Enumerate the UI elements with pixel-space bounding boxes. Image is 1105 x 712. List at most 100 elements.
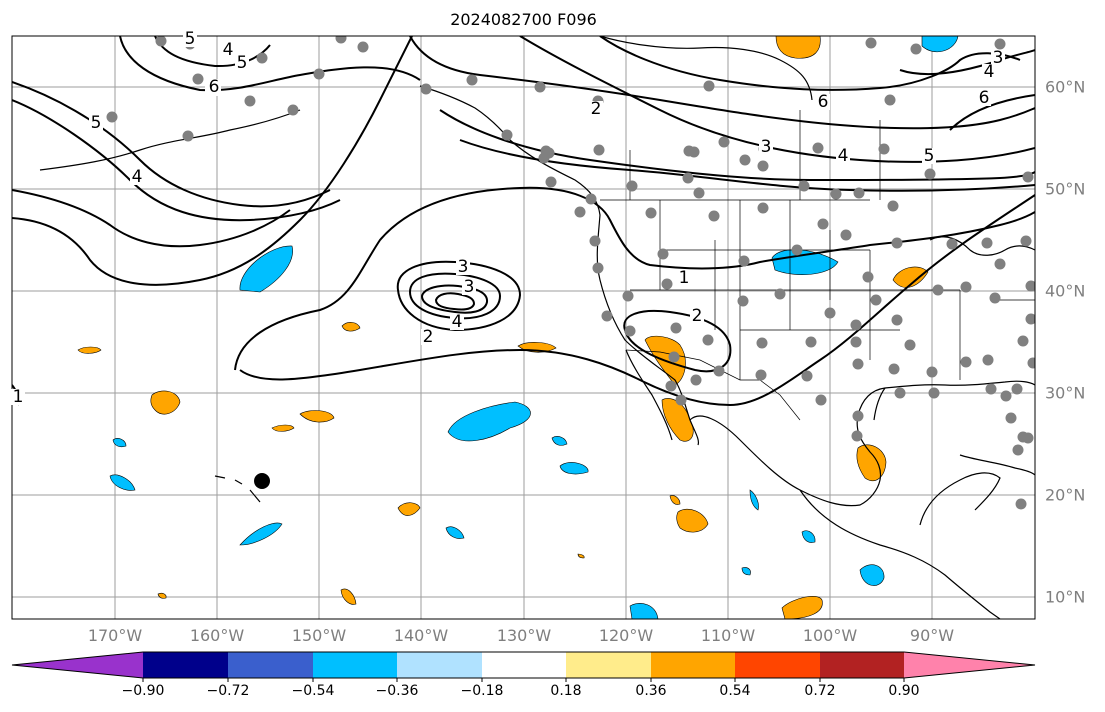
station-dot <box>708 210 720 222</box>
station-dot <box>670 322 682 334</box>
station-dot <box>244 95 256 107</box>
station-dot <box>256 52 268 64</box>
station-dot <box>1015 498 1027 510</box>
station-dot <box>420 83 432 95</box>
shaded-region <box>741 567 751 576</box>
contour-label-background <box>922 148 936 164</box>
station-dot <box>774 288 786 300</box>
contour-label-background <box>690 308 704 324</box>
contour-label: 2 <box>423 327 434 347</box>
station-dot <box>693 187 705 199</box>
coastlines <box>39 36 1035 619</box>
contour-line <box>409 36 1035 130</box>
colorbar-tick-label: 0.18 <box>550 683 582 699</box>
shaded-region <box>921 36 959 53</box>
coastline-gulf <box>873 387 886 421</box>
lon-label: 160°W <box>189 626 245 645</box>
station-dot <box>801 370 813 382</box>
station-dot <box>738 255 750 267</box>
shaded-region <box>892 266 929 288</box>
coastline-baja <box>625 349 673 441</box>
station-dot <box>622 290 634 302</box>
lon-label: 110°W <box>700 626 756 645</box>
coastline-hawaii <box>214 475 261 503</box>
station-dot <box>661 278 673 290</box>
shaded-region <box>109 474 136 491</box>
colorbar-segment <box>482 652 566 678</box>
station-dot <box>878 143 890 155</box>
shaded-region <box>661 398 694 442</box>
contour-label-background <box>11 389 25 405</box>
colorbar-segment <box>820 652 904 678</box>
contour-line <box>396 260 522 332</box>
shaded-region <box>859 564 885 586</box>
contour-line <box>599 36 1021 91</box>
contour-label-background <box>759 139 773 155</box>
contour-line <box>420 284 489 314</box>
contour-label: 6 <box>818 92 829 112</box>
coastline-yucatan <box>919 472 1001 526</box>
station-dot <box>1005 412 1017 424</box>
shaded-region <box>856 444 887 482</box>
contour-label: 4 <box>452 312 463 332</box>
station-dot <box>891 314 903 326</box>
map-title: 2024082700 F096 <box>450 10 597 29</box>
shaded-region <box>629 603 659 619</box>
contour-label: 2 <box>591 99 602 119</box>
contour-line <box>949 94 1035 131</box>
contour-label: 3 <box>458 257 469 277</box>
station-dot <box>815 394 827 406</box>
station-dot <box>357 41 369 53</box>
station-dot <box>853 187 865 199</box>
lat-label: 30°N <box>1045 383 1086 403</box>
contour-line <box>12 99 341 222</box>
contour-label-background <box>130 169 144 185</box>
point-marker <box>254 473 270 489</box>
contour-label-background <box>235 55 249 71</box>
shaded-region <box>239 522 283 546</box>
station-dot <box>894 387 906 399</box>
contour-label: 4 <box>838 146 849 166</box>
colorbar-extend-max <box>904 652 1035 678</box>
lon-label: 90°W <box>909 626 955 645</box>
contour-label: 6 <box>209 77 220 97</box>
station-dot <box>739 154 751 166</box>
shaded-region <box>271 424 295 432</box>
shaded-region <box>112 438 127 448</box>
contour-label: 5 <box>91 113 102 133</box>
station-dot <box>501 129 513 141</box>
station-dot <box>155 36 167 47</box>
station-dot <box>755 369 767 381</box>
contour-lines <box>12 36 1035 407</box>
shaded-region <box>577 553 585 559</box>
shaded-region <box>340 588 357 605</box>
contour-label: 5 <box>185 29 196 49</box>
station-dot <box>757 202 769 214</box>
contour-label-background <box>207 79 221 95</box>
contour-line <box>119 36 421 92</box>
station-dot <box>624 325 636 337</box>
colorbar-tick-label: −0.72 <box>206 683 250 699</box>
station-dot <box>840 229 852 241</box>
station-dot <box>545 176 557 188</box>
colorbar-segment <box>228 652 313 678</box>
coastline-hudson <box>599 36 813 101</box>
contour-line <box>12 81 331 208</box>
contour-label-background <box>221 42 235 58</box>
station-dot <box>466 74 478 86</box>
contour-line <box>623 309 732 373</box>
station-dot <box>574 206 586 218</box>
coastline-greatlakes <box>929 236 1035 256</box>
colorbar-segment <box>143 652 228 678</box>
station-dot <box>192 73 204 85</box>
station-dot <box>884 94 896 106</box>
station-dot <box>994 38 1006 50</box>
contour-label: 5 <box>237 53 248 73</box>
station-dot <box>904 339 916 351</box>
station-dot <box>798 180 810 192</box>
station-dot <box>1012 444 1024 456</box>
station-dot <box>737 295 749 307</box>
station-dot <box>592 262 604 274</box>
station-dot <box>675 394 687 406</box>
